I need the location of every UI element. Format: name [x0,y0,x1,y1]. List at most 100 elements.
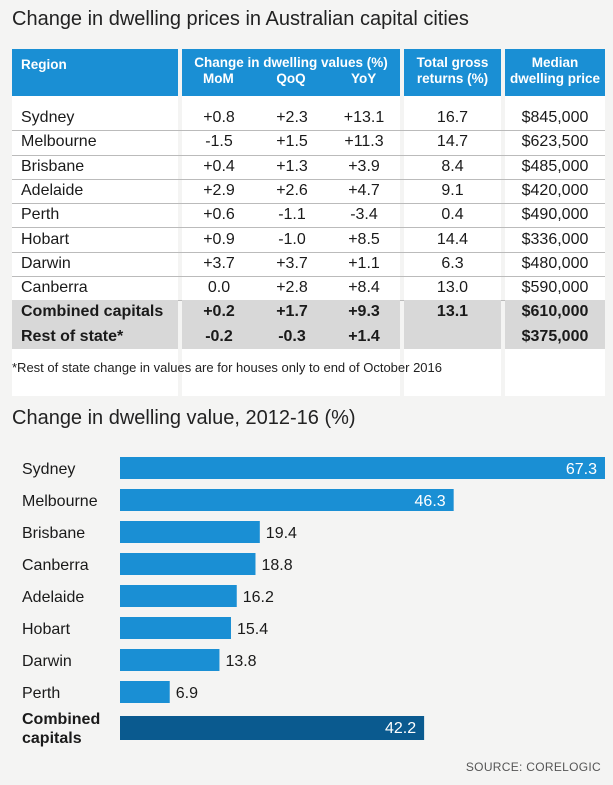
table-row: Sydney +0.8 +2.3 +13.1 16.7 $845,000 [12,106,605,132]
cell-region: Canberra [21,279,88,297]
cell-median: $375,000 [521,327,589,345]
header-median-line1: Median [531,55,579,70]
cell-qoq: +2.6 [276,181,308,199]
value-label: 42.2 [385,720,416,737]
header-total-line1: Total gross [416,55,489,70]
cell-total: 6.3 [441,254,464,272]
row-shade [404,300,501,325]
category-label: Sydney [22,461,75,478]
row-shade [182,324,400,349]
cell-region: Perth [21,206,60,224]
row-shade [12,324,178,349]
header-median-line2: dwelling price [509,71,601,86]
cell-median: $490,000 [521,206,589,224]
cell-yoy: +3.9 [348,157,380,175]
value-label: 67.3 [566,461,597,478]
value-label: 15.4 [237,621,268,638]
cell-region: Combined capitals [21,303,164,321]
cell-qoq: +1.7 [276,303,308,321]
cell-qoq: +3.7 [276,254,308,272]
bar-melbourne [120,489,454,511]
cell-yoy: +4.7 [348,181,380,199]
cell-median: $623,500 [521,133,589,151]
category-label: Darwin [22,653,72,670]
cell-region: Darwin [21,254,71,272]
cell-region: Hobart [21,230,70,248]
value-label: 16.2 [243,589,274,606]
cell-total: 14.7 [436,133,469,151]
row-shade [404,324,501,349]
table-row: Rest of state* -0.2 -0.3 +1.4 $375,000 [12,324,605,349]
cell-qoq: +2.8 [276,279,308,297]
cell-mom: +3.7 [203,254,235,272]
cell-mom: +0.4 [203,157,235,175]
cell-mom: +0.2 [203,303,235,321]
header-total: Total gross returns (%) [404,49,501,96]
table-row: Darwin +3.7 +3.7 +1.1 6.3 $480,000 [12,252,605,278]
header-total-line2: returns (%) [416,71,489,86]
cell-total: 0.4 [441,206,464,224]
cell-total: 13.0 [436,279,469,297]
cell-region: Adelaide [21,181,84,199]
cell-yoy: +13.1 [343,109,385,126]
cell-yoy: -3.4 [350,206,378,224]
cell-region: Rest of state* [21,327,124,345]
cell-mom: +0.9 [203,230,235,248]
header-qoq: QoQ [276,71,306,86]
cell-yoy: +1.4 [348,327,380,345]
table-row: Brisbane +0.4 +1.3 +3.9 8.4 $485,000 [12,155,605,180]
cell-total: 13.1 [436,303,469,321]
chart-title: Change in dwelling value, 2012-16 (%) [12,407,356,429]
cell-qoq: +1.3 [276,157,308,175]
cell-qoq: -1.0 [278,230,306,248]
value-label: 6.9 [176,685,198,702]
cell-qoq: +2.3 [276,109,308,126]
cell-median: $485,000 [521,157,589,175]
cell-yoy: +9.3 [348,303,380,321]
bar-chart: Sydney 67.3 Melbourne 46.3 Brisbane 19.4 Canbe… [22,457,605,747]
cell-median: $845,000 [521,109,589,126]
category-label: Perth [22,685,60,702]
category-label: Combined capitals [22,711,100,747]
category-label: Adelaide [22,589,84,606]
cell-total: 8.4 [441,157,464,175]
bar-canberra [120,553,256,575]
table-row: Hobart +0.9 -1.0 +8.5 14.4 $336,000 [12,228,605,253]
cell-qoq: +1.5 [276,133,308,151]
header-region-label: Region [21,57,67,72]
value-label: 19.4 [266,525,297,542]
bar-adelaide [120,585,237,607]
cell-total: 16.7 [436,109,469,126]
table-row: Canberra 0.0 +2.8 +8.4 13.0 $590,000 [12,276,605,302]
bar-combined-capitals [120,716,425,740]
category-label: Canberra [22,557,89,574]
cell-mom: -0.2 [205,327,233,345]
value-label: 18.8 [261,557,292,574]
row-shade [505,324,605,349]
table-row: Melbourne -1.5 +1.5 +11.3 14.7 $623,500 [12,130,605,156]
value-label: 46.3 [415,493,446,510]
cell-median: $590,000 [521,279,589,297]
category-label: Hobart [22,621,71,638]
bar-darwin [120,649,220,671]
cell-mom: +2.9 [203,181,235,199]
cell-median: $610,000 [521,303,589,321]
cell-mom: 0.0 [207,279,231,297]
row-shade [182,300,400,325]
category-label: Brisbane [22,525,85,542]
bar-perth [120,681,170,703]
table-row: Adelaide +2.9 +2.6 +4.7 9.1 $420,000 [12,179,605,205]
bar-sydney [120,457,605,479]
cell-yoy: +1.1 [348,254,380,272]
cell-yoy: +11.3 [344,133,384,151]
cell-median: $480,000 [521,254,589,272]
cell-qoq: -0.3 [278,327,306,345]
header-mom: MoM [202,71,234,86]
row-shade [505,300,605,325]
category-label: Melbourne [22,493,98,510]
bar-hobart [120,617,231,639]
cell-median: $336,000 [521,230,589,248]
cell-mom: +0.6 [203,206,235,224]
header-change: Change in dwelling values (%) MoM QoQ Yo… [182,49,400,96]
cell-region: Sydney [21,109,75,126]
